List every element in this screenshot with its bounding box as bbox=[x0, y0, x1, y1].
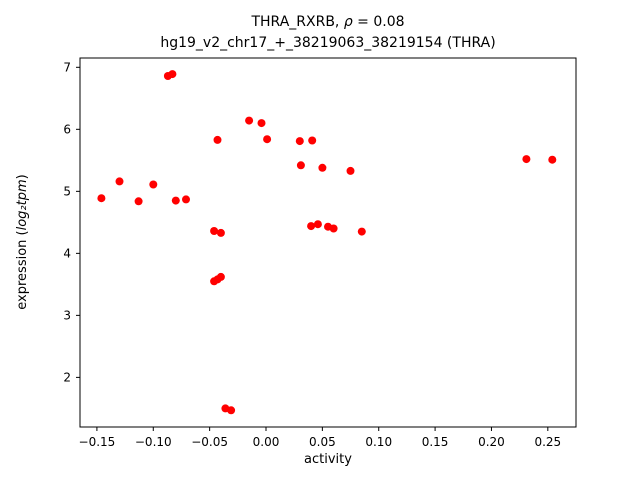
data-point bbox=[346, 166, 355, 175]
x-tick-label: 0.15 bbox=[422, 435, 449, 449]
y-axis-label: expression (log₂tpm) bbox=[15, 174, 30, 309]
data-point bbox=[295, 137, 304, 146]
y-axis-label-prefix: expression ( bbox=[15, 230, 30, 309]
data-point bbox=[357, 227, 366, 236]
y-axis-label-math: log₂tpm bbox=[15, 179, 30, 230]
data-point bbox=[263, 135, 272, 144]
data-point bbox=[210, 227, 219, 235]
data-point bbox=[227, 406, 236, 415]
y-tick-label: 3 bbox=[63, 308, 71, 322]
x-tick-label: −0.05 bbox=[191, 435, 228, 449]
axis-ticks: −0.15 −0.10 −0.05 0.00 0.05 0.10 0.15 0.20 0.25 2… bbox=[63, 60, 561, 449]
data-point bbox=[216, 228, 225, 237]
data-point bbox=[168, 70, 177, 79]
x-tick-label: 0.10 bbox=[365, 435, 392, 449]
x-tick-label: 0.20 bbox=[478, 435, 505, 449]
x-axis-label: activity bbox=[304, 452, 352, 467]
rho-symbol: ρ bbox=[344, 14, 353, 30]
data-point bbox=[318, 163, 327, 172]
data-point bbox=[97, 194, 106, 203]
data-point bbox=[216, 272, 225, 281]
data-point bbox=[257, 119, 266, 128]
data-point bbox=[134, 197, 143, 206]
chart-title: THRA_RXRB, ρ = 0.08 bbox=[250, 14, 404, 30]
y-axis-label-suffix: ) bbox=[15, 174, 30, 179]
data-point bbox=[296, 161, 305, 170]
x-tick-label: 0.00 bbox=[253, 435, 280, 449]
data-point bbox=[313, 220, 322, 229]
data-point bbox=[522, 155, 531, 164]
y-tick-label: 5 bbox=[63, 184, 71, 198]
y-tick-label: 6 bbox=[63, 122, 71, 136]
x-tick-label: −0.15 bbox=[79, 435, 116, 449]
chart-title-suffix: = 0.08 bbox=[353, 14, 405, 30]
data-point bbox=[213, 135, 222, 144]
scatter-points bbox=[97, 70, 557, 415]
y-tick-label: 4 bbox=[63, 246, 71, 260]
data-point bbox=[245, 116, 254, 125]
y-tick-label: 7 bbox=[63, 60, 71, 74]
x-tick-label: 0.25 bbox=[534, 435, 561, 449]
data-point bbox=[548, 155, 557, 164]
x-tick-label: 0.05 bbox=[309, 435, 336, 449]
x-tick-label: −0.10 bbox=[135, 435, 172, 449]
data-point bbox=[171, 196, 180, 205]
data-point bbox=[307, 222, 316, 231]
data-point bbox=[329, 224, 338, 233]
data-point bbox=[182, 195, 190, 204]
data-point bbox=[115, 177, 124, 186]
chart-subtitle: hg19_v2_chr17_+_38219063_38219154 (THRA) bbox=[160, 35, 495, 51]
y-tick-label: 2 bbox=[63, 370, 71, 384]
data-point bbox=[308, 136, 317, 145]
data-point bbox=[149, 180, 158, 189]
chart-title-prefix: THRA_RXRB, bbox=[250, 14, 343, 30]
plot-frame bbox=[79, 57, 577, 428]
